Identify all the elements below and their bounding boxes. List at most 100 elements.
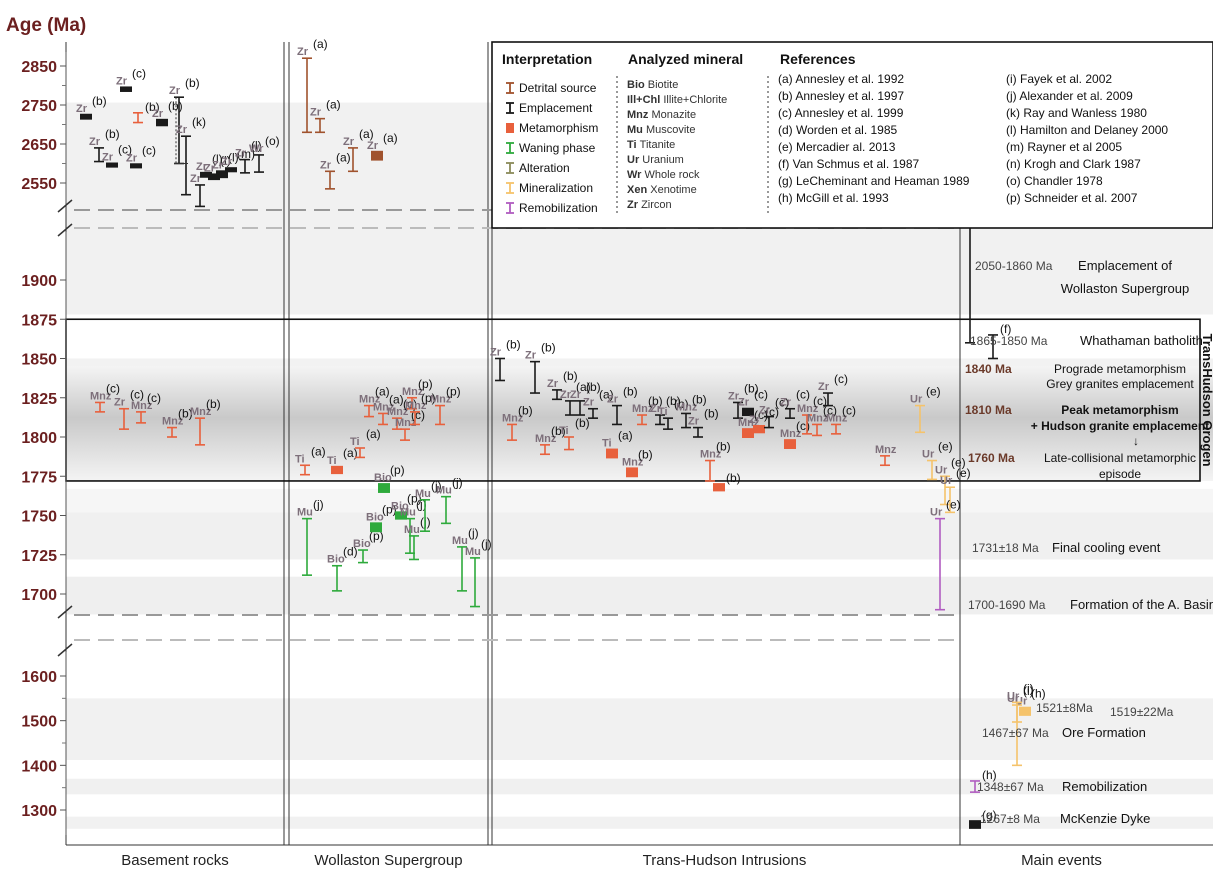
column-title-0: Basement rocks	[121, 852, 229, 869]
mineral-label: Zr	[728, 390, 740, 402]
range-mark: Zr (a)	[583, 388, 614, 419]
reference-label: (j)	[431, 479, 442, 493]
y-tick-label: 1300	[21, 803, 57, 820]
range-mark: Mu(j)	[465, 537, 492, 608]
legend-references-title: References	[780, 51, 856, 67]
mineral-label: Mnz	[395, 417, 417, 429]
y-tick-label: 2550	[21, 176, 57, 193]
range-mark: Ur(e)	[930, 498, 961, 611]
mineral-label: Zr	[116, 75, 128, 87]
reference-label: (b)	[145, 100, 160, 114]
mineral-label: Zr	[212, 159, 224, 171]
mineral-label: Zr	[343, 136, 355, 148]
column-title-1: Wollaston Supergroup	[314, 852, 462, 869]
legend-mineral: Mu Muscovite	[627, 124, 695, 136]
reference-label: (a)	[389, 392, 404, 406]
range-mark: Zr (a)	[367, 131, 398, 161]
reference-label: (b)	[563, 369, 578, 383]
bg-band-4	[66, 576, 1213, 615]
reference-label: (a)	[313, 37, 328, 51]
event-text: Formation of the A. Basin	[1070, 597, 1213, 612]
range-bar	[371, 150, 383, 161]
reference-label: (c)	[754, 408, 768, 422]
event-text: McKenzie Dyke	[1060, 811, 1150, 826]
legend-item: Waning phase	[506, 141, 596, 155]
range-bar	[713, 483, 725, 492]
mineral-label: Ur	[930, 507, 943, 519]
range-mark: Mnz(c)	[807, 403, 837, 437]
legend-reference: (i) Fayek et al. 2002	[1006, 72, 1112, 86]
mineral-label: Zr	[190, 173, 202, 185]
range-mark: Mnz	[875, 444, 897, 467]
mineral-label: Zr	[367, 140, 379, 152]
event-range: 1519±22Ma	[1110, 705, 1174, 719]
range-mark: Mnz(c)	[387, 397, 417, 430]
range-mark: Zr(l)	[212, 150, 239, 179]
reference-label: (b)	[551, 424, 566, 438]
range-mark: Ti (a)	[602, 429, 633, 459]
mineral-label: Ti	[559, 425, 569, 437]
legend-mineral: Bio Biotite	[627, 79, 678, 91]
range-mark: Zr (b)	[525, 341, 556, 394]
reference-label: (c)	[765, 405, 779, 419]
reference-label: (c)	[796, 388, 810, 402]
column-title-2: Trans-Hudson Intrusions	[643, 852, 807, 869]
reference-label: (b)	[541, 341, 556, 355]
legend-interpretation-title: Interpretation	[502, 51, 592, 67]
range-bar	[742, 428, 754, 438]
arrow-glyph: ↓	[1133, 434, 1139, 448]
reference-label: (b)	[575, 416, 590, 430]
event-range: 1267±8 Ma	[980, 812, 1040, 826]
mineral-label: Ti	[350, 436, 360, 448]
mineral-label: Mnz	[430, 394, 452, 406]
legend-reference: (f) Van Schmus et al. 1987	[778, 157, 920, 171]
event-range: 1348±67 Ma	[977, 780, 1044, 794]
legend-mineral: Ti Titanite	[627, 139, 675, 151]
mineral-label: Ti	[327, 455, 337, 467]
range-mark: Ur (e)	[940, 466, 971, 514]
legend-reference: (g) LeCheminant and Heaman 1989	[778, 174, 970, 188]
reference-label: (i)	[1023, 684, 1034, 698]
range-mark: Ti (a)	[295, 444, 326, 476]
y-tick-label: 1800	[21, 430, 57, 447]
mineral-label: Mnz	[700, 449, 722, 461]
reference-label: (b)	[674, 397, 689, 411]
reference-label: (p)	[421, 391, 436, 405]
mineral-label: Mnz	[90, 390, 112, 402]
reference-label: (a)	[383, 131, 398, 145]
reference-label: (e)	[946, 498, 961, 512]
y-tick-label: 1825	[21, 391, 57, 408]
range-mark: Zr(c)	[759, 396, 789, 429]
mineral-label: Mnz	[826, 412, 848, 424]
mineral-label: Mnz	[405, 400, 427, 412]
range-mark: Ti (a)	[350, 427, 381, 459]
reference-label: (b)	[692, 392, 707, 406]
y-tick-label: 1400	[21, 758, 57, 775]
reference-label: (b)	[206, 397, 221, 411]
range-mark: Ur(e)	[935, 455, 966, 506]
reference-label: (p)	[369, 529, 384, 543]
mineral-label: Mnz	[807, 412, 829, 424]
mineral-label: Ur	[940, 475, 953, 487]
legend-reference: (k) Ray and Wanless 1980	[1006, 106, 1147, 120]
reference-label: (o)	[265, 134, 280, 148]
mineral-label: Mu	[400, 507, 416, 519]
legend-mineral-title: Analyzed mineral	[628, 51, 743, 67]
mineral-label: Mnz	[797, 403, 819, 415]
reference-label: (c)	[775, 396, 789, 410]
range-mark: Zr	[190, 173, 205, 208]
event-text: Wollaston Supergroup	[1061, 281, 1189, 296]
range-mark: Mu(j)	[452, 526, 479, 592]
range-mark: Zr(c)	[749, 405, 779, 434]
legend-label: Mineralization	[519, 181, 593, 195]
event-text: Emplacement of	[1078, 258, 1172, 273]
reference-label: (p)	[446, 385, 461, 399]
mineral-label: Zr	[547, 378, 559, 390]
mineral-label: Mu	[452, 535, 468, 547]
reference-label: (p)	[382, 502, 397, 516]
legend-label: Emplacement	[519, 101, 593, 115]
mineral-label: Zr	[583, 397, 595, 409]
event-range: 1700-1690 Ma	[968, 598, 1046, 612]
range-mark: Ur(e)	[910, 385, 941, 434]
range-mark: Zr(c)	[114, 388, 144, 430]
